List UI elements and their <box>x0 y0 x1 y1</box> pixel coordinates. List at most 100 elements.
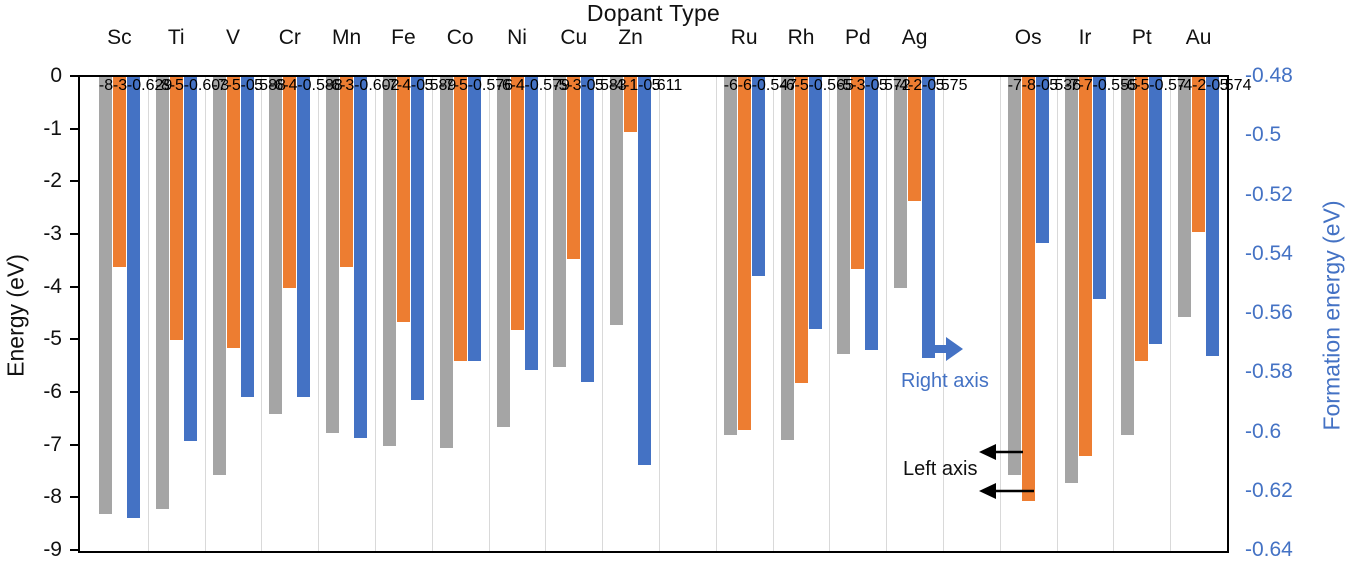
category-label-Co: Co <box>446 26 474 49</box>
category-label-Mn: Mn <box>332 26 362 49</box>
bar-Zn-gray: -4.7 <box>610 77 638 325</box>
bar-Au-gray: -4.55 <box>1178 77 1215 317</box>
bar-Pd-blue: -0.572 <box>865 77 911 350</box>
bar-Ag-blue: -0.575 <box>922 77 967 359</box>
column-gridline <box>1170 77 1172 551</box>
bar-Ni-gray: -6.65 <box>496 77 533 428</box>
bar-Rh-blue: -0.565 <box>808 77 854 329</box>
category-label-Ru: Ru <box>730 26 758 49</box>
bar-Mn-blue: -0.602 <box>354 77 399 439</box>
bar-Sc-orange: -3.6 <box>112 77 140 267</box>
bar-Pt-gray: -6.8 <box>1121 77 1149 436</box>
left-tick-label--9: -9 <box>43 538 62 561</box>
left-tick-label--7: -7 <box>43 432 62 456</box>
bottom-axis-line <box>78 551 1229 553</box>
column-gridline <box>318 77 320 551</box>
column-gridline <box>431 77 433 551</box>
category-label-Ag: Ag <box>901 26 928 49</box>
category-label-Au: Au <box>1185 26 1212 49</box>
bar-Ti-blue: -0.603 <box>183 77 229 442</box>
left-tick-label--1: -1 <box>43 116 62 140</box>
bar-Co-blue: -0.576 <box>467 77 513 362</box>
left-tick-label--3: -3 <box>43 222 62 245</box>
bar-Ag-orange: -2.35 <box>908 77 945 201</box>
column-gridline <box>545 77 547 551</box>
category-label-Cu: Cu <box>560 26 588 49</box>
right-tick-label--0.6: -0.6 <box>1245 419 1282 443</box>
left-axis-tick <box>70 496 78 499</box>
column-gridline <box>659 77 660 551</box>
category-label-Cr: Cr <box>278 26 301 49</box>
category-label-Pt: Pt <box>1131 26 1152 49</box>
bar-Cu-orange: -3.45 <box>567 77 604 259</box>
bar-Ir-blue: -0.555 <box>1092 77 1138 300</box>
right-tick-label--0.54: -0.54 <box>1245 241 1293 265</box>
bar-Co-orange: -5.4 <box>453 77 481 362</box>
bar-Au-blue: -0.574 <box>1206 77 1251 356</box>
bar-Cu-blue: -0.583 <box>581 77 627 383</box>
column-gridline <box>375 77 376 551</box>
right-tick-label--0.48: -0.48 <box>1245 64 1293 87</box>
right-axis-callout: Right axis <box>901 370 989 392</box>
right-tick-label--0.58: -0.58 <box>1245 360 1293 384</box>
bar-Fe-gray: -7 <box>382 77 397 446</box>
bar-Ag-gray: -4 <box>894 77 908 288</box>
left-axis-tick <box>70 338 78 341</box>
bar-Rh-orange: -5.8 <box>794 77 822 383</box>
chart-title: Dopant Type <box>586 0 721 26</box>
left-axis-tick <box>70 127 78 130</box>
right-tick-label--0.64: -0.64 <box>1245 538 1293 561</box>
bar-Cr-gray: -6.4 <box>269 77 297 415</box>
bar-Pt-orange: -5.4 <box>1135 77 1163 362</box>
category-label-Sc: Sc <box>107 26 132 49</box>
bar-V-orange: -5.15 <box>226 77 263 349</box>
right-axis-line <box>1227 75 1229 553</box>
column-gridline <box>1056 77 1058 551</box>
column-gridline <box>204 77 206 551</box>
bar-Pd-gray: -5.25 <box>837 77 874 354</box>
bar-Ni-orange: -4.8 <box>510 77 538 330</box>
column-gridline <box>999 77 1001 551</box>
right-tick-label--0.56: -0.56 <box>1245 301 1293 324</box>
column-gridline <box>1113 77 1115 551</box>
category-label-V: V <box>225 26 240 49</box>
bar-Ir-gray: -7.7 <box>1064 77 1092 483</box>
bar-Os-orange: -8.05 <box>1021 77 1058 501</box>
category-label-Fe: Fe <box>391 26 416 49</box>
category-label-Ti: Ti <box>167 26 185 49</box>
left-tick-label--4: -4 <box>43 274 62 298</box>
bar-Ru-gray: -6.8 <box>723 77 751 436</box>
zero-line <box>78 75 1229 77</box>
bar-Ti-gray: -8.2 <box>155 77 183 509</box>
bar-Cr-orange: -4 <box>283 77 298 288</box>
bar-V-blue: -0.588 <box>240 77 286 397</box>
left-axis-title: Energy (eV) <box>2 254 29 377</box>
bar-Cu-gray: -5.5 <box>553 77 581 367</box>
right-tick-label--0.5: -0.5 <box>1245 123 1282 147</box>
bar-Co-gray: -7.05 <box>439 77 476 449</box>
left-axis-tick <box>70 233 78 235</box>
left-tick-label--8: -8 <box>43 485 62 509</box>
right-axis-title: Formation energy (eV) <box>1318 200 1345 431</box>
bar-Mn-gray: -6.75 <box>326 77 363 433</box>
right-tick-label--0.52: -0.52 <box>1245 182 1293 206</box>
column-gridline <box>772 77 774 551</box>
column-gridline <box>147 77 149 551</box>
category-label-Zn: Zn <box>618 26 643 49</box>
plot-area: -8.3 -8.2 -7.55 -6.4 -6.75 -7 -7.05 -6.65 -5.5 -4… <box>78 75 1251 553</box>
left-axis-tick <box>70 443 78 446</box>
bar-Fe-orange: -4.65 <box>396 77 433 322</box>
column-gridline <box>829 77 831 551</box>
bar-Ti-orange: -5 <box>169 77 184 341</box>
bar-Fe-blue: -0.589 <box>410 77 456 400</box>
left-tick-label--6: -6 <box>43 380 62 403</box>
bar-Rh-gray: -6.9 <box>780 77 808 441</box>
left-tick-label--5: -5 <box>43 327 62 351</box>
left-axis-callout: Left axis <box>903 458 978 480</box>
category-label-Pd: Pd <box>844 26 871 49</box>
column-gridline <box>488 77 490 551</box>
right-tick-label--0.62: -0.62 <box>1245 478 1293 502</box>
bar-Ru-orange: -6.7 <box>737 77 765 430</box>
bar-Au-orange: -2.95 <box>1192 77 1229 233</box>
